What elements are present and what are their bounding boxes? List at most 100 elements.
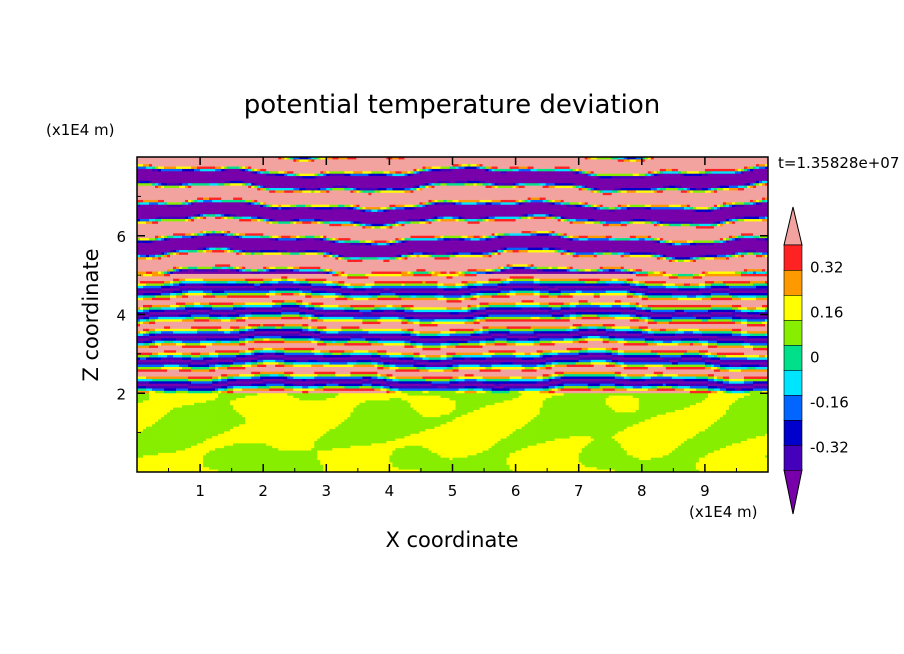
- contour-cell: [744, 190, 747, 193]
- contour-cell: [522, 176, 525, 179]
- contour-cell: [206, 162, 209, 165]
- contour-cell: [564, 174, 567, 177]
- contour-cell: [684, 169, 687, 172]
- contour-cell: [666, 183, 669, 186]
- contour-cell: [537, 174, 540, 177]
- contour-cell: [534, 202, 537, 205]
- contour-cell: [657, 205, 660, 208]
- contour-cell: [507, 183, 510, 186]
- contour-cell: [437, 174, 440, 177]
- contour-cell: [176, 181, 179, 184]
- contour-cell: [639, 178, 642, 181]
- contour-cell: [504, 195, 507, 198]
- contour-cell: [395, 183, 398, 186]
- contour-cell: [248, 207, 251, 210]
- contour-cell: [299, 169, 302, 172]
- contour-cell: [708, 162, 711, 165]
- contour-cell: [305, 200, 308, 203]
- contour-cell: [669, 190, 672, 193]
- contour-cell: [206, 207, 209, 210]
- contour-cell: [633, 174, 636, 177]
- contour-cell: [756, 176, 759, 179]
- contour-cell: [552, 167, 555, 170]
- contour-cell: [726, 198, 729, 201]
- contour-cell: [558, 174, 561, 177]
- contour-cell: [684, 183, 687, 186]
- contour-cell: [471, 188, 474, 191]
- contour-cell: [714, 193, 717, 196]
- contour-cell: [552, 162, 555, 165]
- contour-cell: [287, 183, 290, 186]
- contour-cell: [419, 190, 422, 193]
- contour-cell: [164, 207, 167, 210]
- contour-cell: [522, 198, 525, 201]
- contour-cell: [341, 195, 344, 198]
- contour-cell: [224, 171, 227, 174]
- contour-cell: [732, 169, 735, 172]
- contour-cell: [197, 176, 200, 179]
- contour-cell: [612, 169, 615, 172]
- contour-cell: [708, 167, 711, 170]
- contour-cell: [528, 164, 531, 167]
- contour-cell: [717, 164, 720, 167]
- contour-cell: [275, 195, 278, 198]
- contour-cell: [356, 193, 359, 196]
- contour-cell: [453, 202, 456, 205]
- contour-cell: [188, 169, 191, 172]
- contour-cell: [290, 193, 293, 196]
- contour-cell: [158, 183, 161, 186]
- contour-cell: [546, 178, 549, 181]
- contour-cell: [468, 169, 471, 172]
- contour-cell: [317, 200, 320, 203]
- contour-cell: [173, 202, 176, 205]
- contour-cell: [437, 188, 440, 191]
- contour-cell: [269, 200, 272, 203]
- contour-cell: [705, 198, 708, 201]
- contour-cell: [143, 183, 146, 186]
- contour-cell: [567, 178, 570, 181]
- contour-cell: [233, 207, 236, 210]
- contour-cell: [708, 183, 711, 186]
- contour-cell: [410, 167, 413, 170]
- contour-cell: [525, 171, 528, 174]
- contour-cell: [278, 205, 281, 208]
- contour-cell: [182, 198, 185, 201]
- contour-cell: [501, 195, 504, 198]
- contour-cell: [681, 159, 684, 162]
- contour-cell: [543, 162, 546, 165]
- contour-cell: [720, 200, 723, 203]
- contour-cell: [636, 198, 639, 201]
- contour-cell: [735, 198, 738, 201]
- contour-cell: [431, 176, 434, 179]
- contour-cell: [359, 186, 362, 189]
- contour-cell: [735, 174, 738, 177]
- contour-cell: [681, 202, 684, 205]
- contour-cell: [413, 178, 416, 181]
- contour-cell: [434, 195, 437, 198]
- contour-cell: [281, 198, 284, 201]
- contour-cell: [636, 181, 639, 184]
- contour-cell: [642, 193, 645, 196]
- contour-cell: [696, 186, 699, 189]
- contour-cell: [597, 169, 600, 172]
- contour-cell: [206, 202, 209, 205]
- contour-cell: [660, 174, 663, 177]
- contour-cell: [621, 164, 624, 167]
- contour-cell: [269, 188, 272, 191]
- contour-cell: [492, 202, 495, 205]
- contour-cell: [245, 195, 248, 198]
- contour-cell: [750, 198, 753, 201]
- contour-cell: [320, 186, 323, 189]
- contour-cell: [185, 193, 188, 196]
- contour-cell: [573, 200, 576, 203]
- contour-cell: [359, 174, 362, 177]
- contour-cell: [537, 162, 540, 165]
- contour-cell: [347, 176, 350, 179]
- contour-cell: [149, 186, 152, 189]
- contour-cell: [471, 186, 474, 189]
- contour-cell: [456, 188, 459, 191]
- contour-cell: [558, 169, 561, 172]
- contour-cell: [681, 186, 684, 189]
- contour-cell: [233, 193, 236, 196]
- contour-cell: [651, 167, 654, 170]
